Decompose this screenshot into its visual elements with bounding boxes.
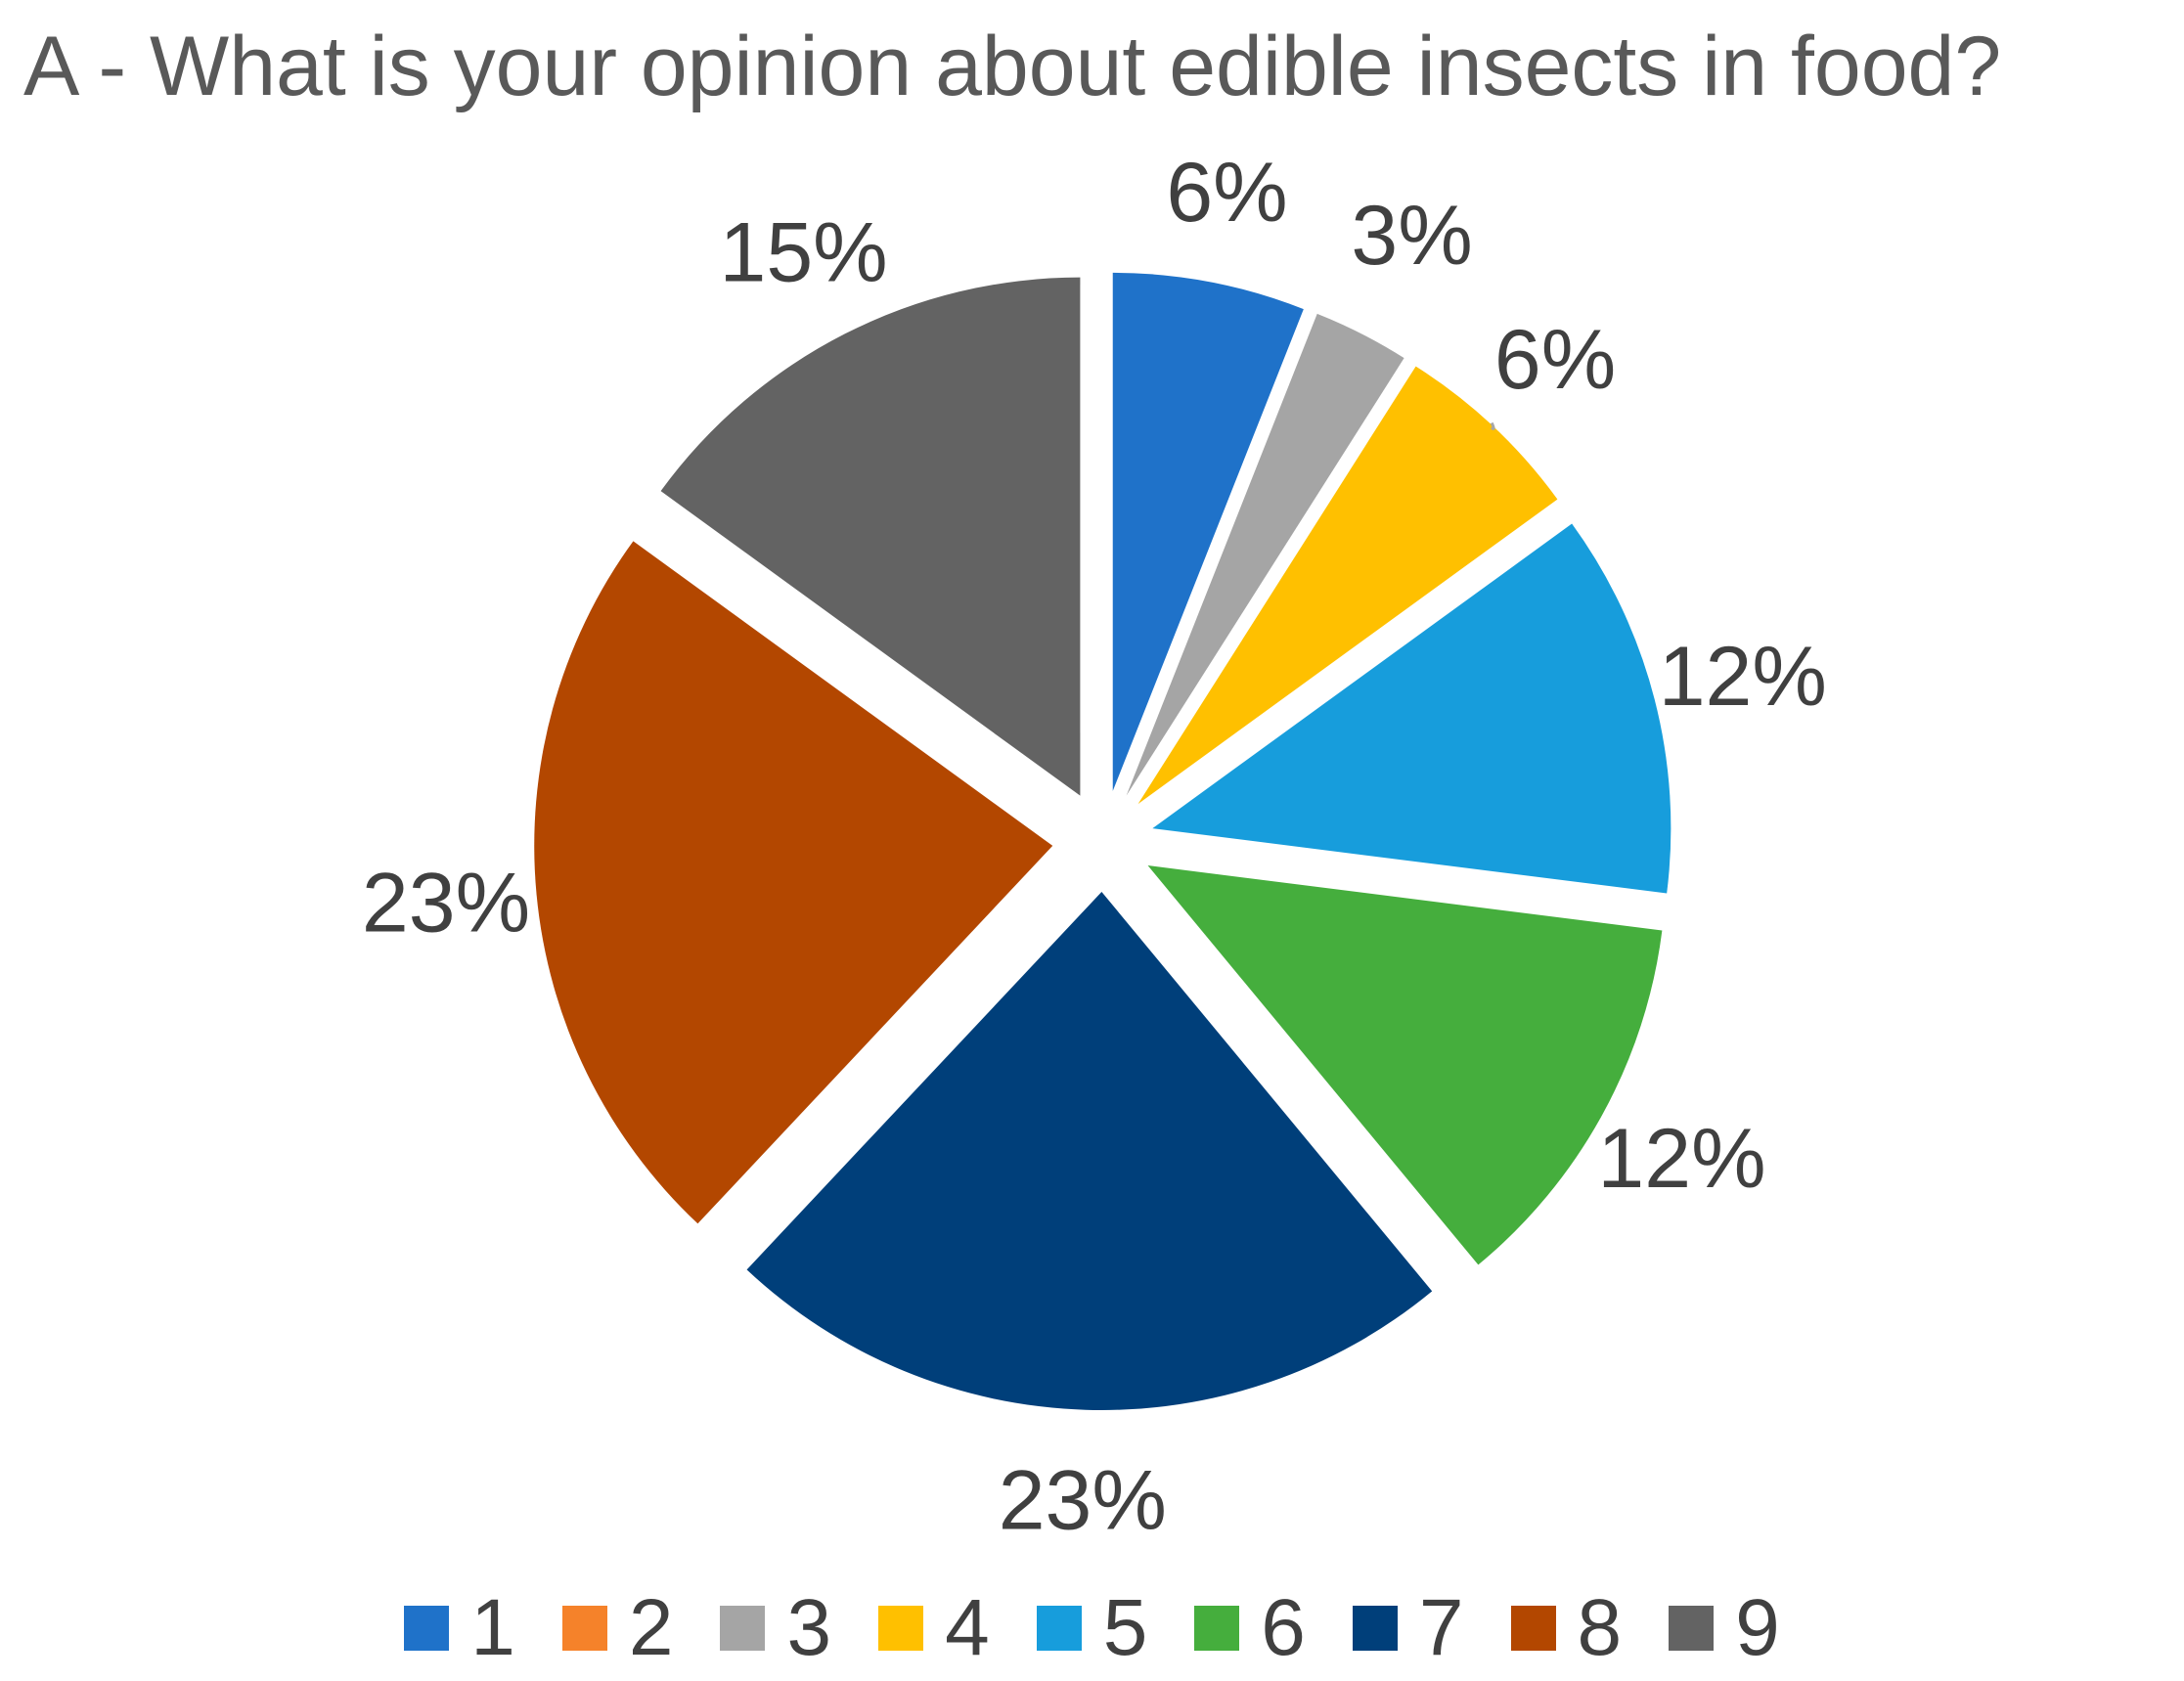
pie-slice-4 xyxy=(1137,366,1558,805)
legend-item-1: 1 xyxy=(404,1582,515,1674)
data-label-5: 12% xyxy=(1659,630,1827,724)
data-label-1: 6% xyxy=(1166,146,1287,240)
leader-lines xyxy=(1490,421,1495,430)
chart-title: A - What is your opinion about edible in… xyxy=(23,20,2002,113)
leader-line-4 xyxy=(1490,421,1495,430)
legend-item-9: 9 xyxy=(1669,1582,1780,1674)
legend-label-2: 2 xyxy=(628,1583,674,1672)
data-label-8: 23% xyxy=(362,857,530,951)
pie-slice-7 xyxy=(746,891,1433,1410)
legend-swatch-4 xyxy=(878,1606,924,1651)
legend-label-4: 4 xyxy=(945,1583,990,1672)
legend-swatch-3 xyxy=(720,1606,766,1651)
legend-swatch-8 xyxy=(1510,1606,1556,1651)
data-label-6: 12% xyxy=(1597,1112,1765,1206)
data-label-4: 6% xyxy=(1494,313,1616,407)
pie-slice-9 xyxy=(660,277,1081,796)
legend-item-6: 6 xyxy=(1194,1582,1306,1674)
legend-label-1: 1 xyxy=(470,1583,515,1672)
legend-label-6: 6 xyxy=(1261,1583,1306,1672)
legend-label-9: 9 xyxy=(1735,1583,1780,1672)
legend-swatch-1 xyxy=(404,1606,450,1651)
pie-slice-6 xyxy=(1147,865,1663,1265)
legend-item-4: 4 xyxy=(878,1582,990,1674)
pie-slice-5 xyxy=(1152,523,1671,894)
legend-item-5: 5 xyxy=(1036,1582,1148,1674)
data-label-9: 15% xyxy=(719,206,887,300)
legend-swatch-6 xyxy=(1194,1606,1240,1651)
data-label-3: 3% xyxy=(1351,189,1472,283)
legend-item-3: 3 xyxy=(720,1582,831,1674)
legend-label-3: 3 xyxy=(786,1583,832,1672)
legend-item-2: 2 xyxy=(561,1582,674,1674)
data-label-7: 23% xyxy=(999,1454,1167,1548)
data-labels: 6% 3%6%12%12%23%23%15% xyxy=(362,146,1827,1548)
pie-slices xyxy=(534,272,1671,1410)
legend-swatch-7 xyxy=(1352,1606,1398,1651)
legend-label-5: 5 xyxy=(1102,1583,1148,1672)
legend-item-8: 8 xyxy=(1510,1582,1623,1674)
legend-swatch-5 xyxy=(1036,1606,1082,1651)
legend-item-7: 7 xyxy=(1352,1582,1464,1674)
pie-slice-1 xyxy=(1112,272,1304,791)
legend-swatch-2 xyxy=(561,1606,607,1651)
legend: 1 2 3 4 5 6 7 8 9 xyxy=(0,1574,2184,1681)
pie-slice-8 xyxy=(534,541,1053,1224)
legend-label-8: 8 xyxy=(1577,1583,1623,1672)
legend-swatch-9 xyxy=(1669,1606,1715,1651)
pie-slice-3 xyxy=(1126,313,1404,796)
legend-label-7: 7 xyxy=(1418,1583,1464,1672)
